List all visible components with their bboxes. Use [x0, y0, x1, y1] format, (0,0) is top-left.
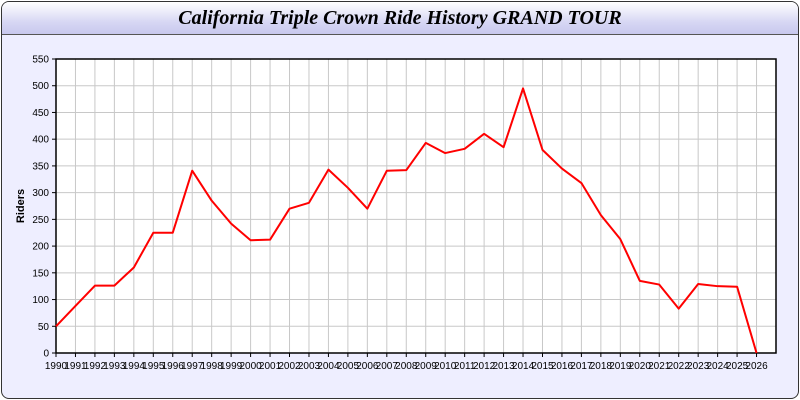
x-tick-label: 2017: [570, 361, 593, 372]
x-tick-label: 1998: [201, 361, 224, 372]
x-tick-label: 1999: [220, 361, 243, 372]
y-tick-label: 150: [32, 268, 49, 279]
x-tick-label: 2025: [726, 361, 749, 372]
x-tick-label: 2018: [590, 361, 613, 372]
x-tick-label: 1997: [181, 361, 204, 372]
x-tick-label: 2022: [668, 361, 691, 372]
x-tick-label: 1991: [64, 361, 87, 372]
x-tick-label: 2002: [278, 361, 301, 372]
x-tick-label: 2007: [376, 361, 399, 372]
x-tick-label: 2020: [629, 361, 652, 372]
x-tick-label: 2009: [415, 361, 438, 372]
x-tick-label: 1995: [142, 361, 165, 372]
x-tick-label: 2013: [492, 361, 515, 372]
x-tick-label: 2010: [434, 361, 457, 372]
x-tick-label: 1994: [123, 361, 146, 372]
x-tick-label: 2011: [454, 361, 476, 372]
y-tick-label: 500: [32, 81, 49, 92]
x-tick-label: 1993: [103, 361, 126, 372]
x-tick-label: 2006: [356, 361, 379, 372]
x-tick-label: 1990: [45, 361, 68, 372]
x-tick-label: 2019: [609, 361, 632, 372]
title-bar: California Triple Crown Ride History GRA…: [2, 2, 798, 35]
y-tick-label: 300: [32, 188, 49, 199]
x-tick-label: 1992: [84, 361, 107, 372]
y-tick-label: 350: [32, 161, 49, 172]
plot-area: [56, 59, 776, 353]
x-tick-label: 2000: [239, 361, 262, 372]
y-tick-label: 550: [32, 55, 49, 66]
x-tick-label: 2008: [395, 361, 418, 372]
x-tick-label: 2004: [317, 361, 340, 372]
y-axis-label: Riders: [15, 189, 27, 223]
x-tick-label: 2003: [298, 361, 321, 372]
x-tick-label: 2015: [531, 361, 554, 372]
x-tick-label: 2024: [706, 361, 729, 372]
y-tick-label: 450: [32, 108, 49, 119]
x-tick-label: 2026: [745, 361, 768, 372]
y-tick-label: 0: [43, 349, 49, 360]
x-tick-label: 1996: [162, 361, 185, 372]
y-tick-label: 250: [32, 215, 49, 226]
x-tick-label: 2023: [687, 361, 710, 372]
x-tick-label: 2014: [512, 361, 535, 372]
plot-border: [55, 58, 777, 354]
x-tick-label: 2005: [337, 361, 360, 372]
y-tick-label: 200: [32, 242, 49, 253]
y-tick-label: 100: [32, 295, 49, 306]
y-tick-label: 400: [32, 135, 49, 146]
y-tick-label: 50: [38, 322, 50, 333]
chart-title: California Triple Crown Ride History GRA…: [178, 7, 622, 29]
x-tick-label: 2001: [259, 361, 282, 372]
x-tick-label: 2016: [551, 361, 574, 372]
x-tick-label: 2012: [473, 361, 496, 372]
x-tick-label: 2021: [648, 361, 671, 372]
